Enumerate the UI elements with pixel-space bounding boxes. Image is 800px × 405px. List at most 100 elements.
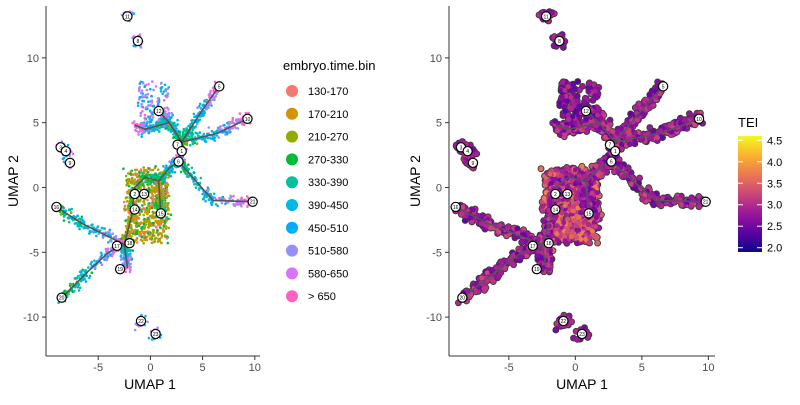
left-cell-point xyxy=(202,103,205,106)
left-cell-point xyxy=(146,96,149,99)
left-cell-point xyxy=(231,122,234,125)
left-cell-point xyxy=(209,193,212,196)
left-cell-point xyxy=(173,136,176,139)
left-cell-point xyxy=(147,171,150,174)
left-cell-point xyxy=(103,258,106,261)
left-cell-point xyxy=(129,268,132,271)
left-cell-point xyxy=(142,242,145,245)
left-cell-point xyxy=(155,207,158,210)
left-cell-point xyxy=(76,277,79,280)
left-cell-point xyxy=(163,194,166,197)
left-cell-point xyxy=(120,254,123,257)
left-cell-point xyxy=(138,217,141,220)
left-cell-point xyxy=(213,139,216,142)
left-x-axis-title: UMAP 1 xyxy=(124,376,176,392)
left-cell-point xyxy=(190,119,193,122)
left-cell-point xyxy=(166,114,169,117)
left-cell-point xyxy=(143,223,146,226)
left-cell-point xyxy=(138,235,141,238)
left-cell-point xyxy=(149,109,152,112)
left-cell-point xyxy=(140,105,143,108)
left-cell-point xyxy=(193,126,196,129)
left-cell-point xyxy=(134,215,137,218)
right-cells-layer xyxy=(452,8,706,343)
left-cell-point xyxy=(93,260,96,263)
left-cell-point xyxy=(165,90,168,93)
left-cell-point xyxy=(145,169,148,172)
left-cell-point xyxy=(146,213,149,216)
left-cell-point xyxy=(148,337,151,340)
left-cell-point xyxy=(231,119,234,122)
left-cell-point xyxy=(160,82,163,85)
left-cell-point xyxy=(128,264,131,267)
left-cell-point xyxy=(155,226,158,229)
left-cell-point xyxy=(167,173,170,176)
left-cell-point xyxy=(136,173,139,176)
left-cell-point xyxy=(189,123,192,126)
left-cell-point xyxy=(71,291,74,294)
left-cell-point xyxy=(140,135,143,138)
left-cell-point xyxy=(68,221,71,224)
left-cell-point xyxy=(229,131,232,134)
left-cell-point xyxy=(152,89,155,92)
left-cell-point xyxy=(222,196,225,199)
left-cell-point xyxy=(163,230,166,233)
left-cell-point xyxy=(159,223,162,226)
left-cell-point xyxy=(180,136,183,139)
left-cell-point xyxy=(122,167,125,170)
left-cell-point xyxy=(132,220,135,223)
left-cell-point xyxy=(126,192,129,195)
left-cell-point xyxy=(63,219,66,222)
legend-label: 270-330 xyxy=(308,154,348,166)
left-cell-point xyxy=(153,235,156,238)
left-node-label: 19 xyxy=(117,267,123,273)
left-cell-point xyxy=(240,118,243,121)
left-cell-point xyxy=(111,255,114,258)
left-cell-point xyxy=(215,93,218,96)
left-cell-point xyxy=(146,236,149,239)
left-node-label: 21 xyxy=(250,200,256,206)
left-cell-point xyxy=(140,103,143,106)
left-cell-point xyxy=(142,214,145,217)
left-cell-point xyxy=(189,144,192,147)
left-cell-point xyxy=(147,180,150,183)
left-cell-point xyxy=(149,120,152,123)
left-cell-point xyxy=(97,225,100,228)
left-cell-point xyxy=(165,127,168,130)
left-cell-point xyxy=(202,198,205,201)
left-cell-point xyxy=(151,338,154,341)
left-cell-point xyxy=(140,129,143,132)
legend-label: 390-450 xyxy=(308,200,348,212)
left-cell-point xyxy=(163,121,166,124)
left-cell-point xyxy=(185,143,188,146)
left-cell-point xyxy=(160,236,163,239)
left-cell-point xyxy=(175,127,178,130)
left-x-tick-label: 10 xyxy=(249,362,261,374)
left-cell-point xyxy=(143,218,146,221)
left-cell-point xyxy=(124,205,127,208)
left-cell-point xyxy=(148,219,151,222)
left-cell-point xyxy=(166,216,169,219)
left-cell-point xyxy=(198,188,201,191)
left-cell-point xyxy=(152,175,155,178)
left-cell-point xyxy=(170,131,173,134)
left-cell-point xyxy=(240,202,243,205)
legend-swatch xyxy=(286,108,298,120)
left-cell-point xyxy=(193,116,196,119)
left-cell-point xyxy=(210,104,213,107)
left-cell-point xyxy=(157,168,160,171)
left-cell-point xyxy=(216,129,219,132)
left-cell-point xyxy=(163,107,166,110)
legend-swatch xyxy=(286,199,298,211)
left-cell-point xyxy=(170,213,173,216)
left-cell-point xyxy=(106,259,109,262)
left-cell-point xyxy=(156,221,159,224)
left-trajectory-branch xyxy=(179,162,252,202)
left-cell-point xyxy=(152,222,155,225)
left-cell-point xyxy=(154,240,157,243)
left-cell-point xyxy=(149,168,152,171)
left-cell-point xyxy=(218,136,221,139)
left-cell-point xyxy=(141,240,144,243)
left-cell-point xyxy=(193,113,196,116)
